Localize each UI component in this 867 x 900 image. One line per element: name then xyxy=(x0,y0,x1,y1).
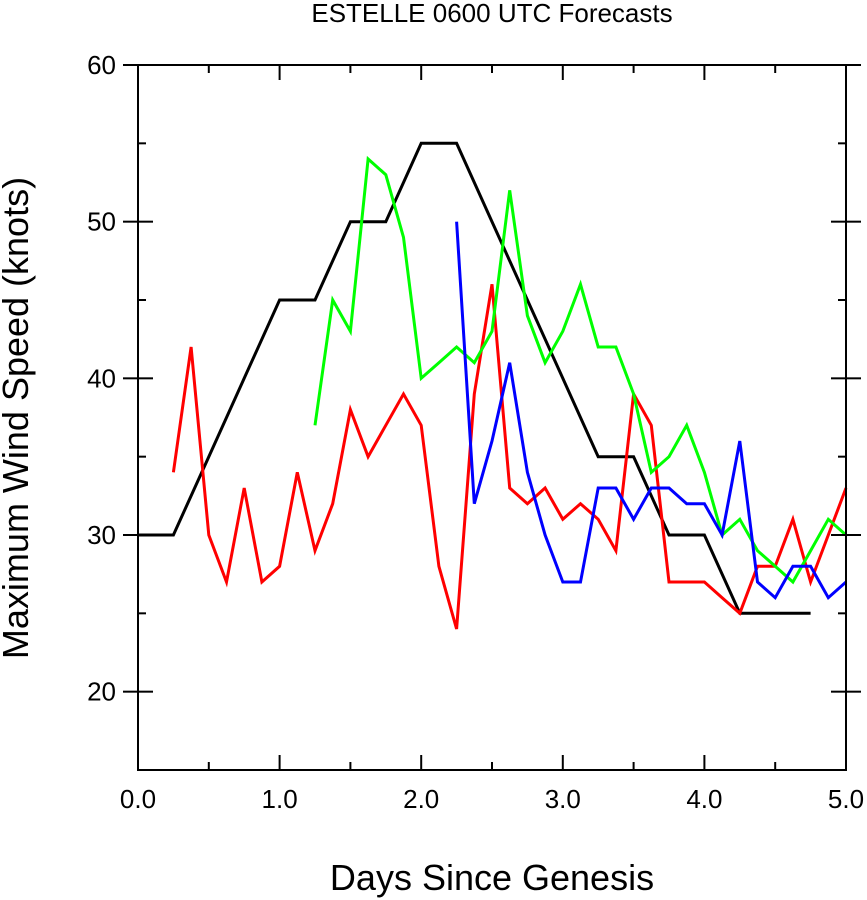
chart-title: ESTELLE 0600 UTC Forecasts xyxy=(311,0,672,28)
y-tick-label: 50 xyxy=(87,207,116,237)
y-axis-label: Maximum Wind Speed (knots) xyxy=(0,177,36,659)
series-line-2 xyxy=(313,155,847,585)
series-line-0 xyxy=(138,141,811,615)
ticks-layer: 0.0 1.0 2.0 3.0 4.0 5.0 20 30 40 50 60 xyxy=(87,50,864,814)
x-tick-label: 2.0 xyxy=(403,784,439,814)
x-tick-label: 5.0 xyxy=(828,784,864,814)
x-tick-label: 4.0 xyxy=(686,784,722,814)
y-tick-label: 30 xyxy=(87,520,116,550)
x-tick-label: 1.0 xyxy=(262,784,298,814)
series-line-3 xyxy=(455,221,847,601)
plot-frame xyxy=(137,64,847,771)
y-tick-label: 60 xyxy=(87,50,116,80)
x-tick-label: 3.0 xyxy=(545,784,581,814)
y-tick-label: 40 xyxy=(87,363,116,393)
series-line-1 xyxy=(171,284,848,630)
y-tick-label: 20 xyxy=(87,677,116,707)
x-tick-label: 0.0 xyxy=(120,784,156,814)
x-axis-label: Days Since Genesis xyxy=(330,857,654,898)
series-layer xyxy=(138,141,848,630)
